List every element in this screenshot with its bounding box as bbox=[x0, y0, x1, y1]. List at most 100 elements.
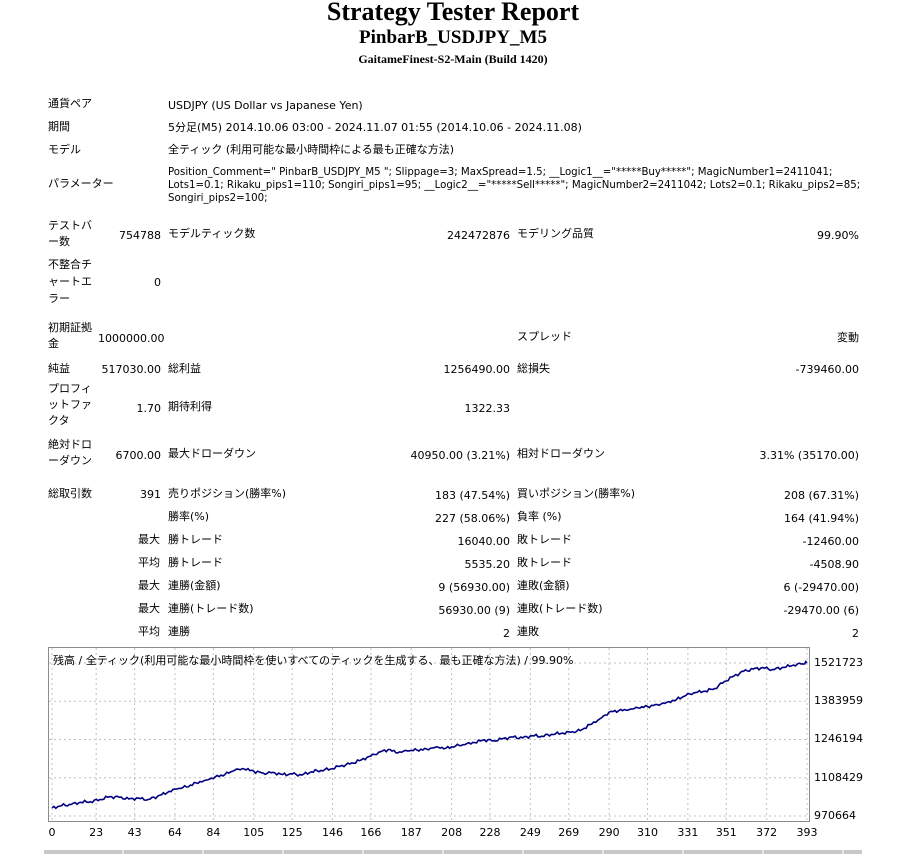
profit-trades-value: 227 (58.06%) bbox=[380, 512, 510, 525]
y-tick-label: 1246194 bbox=[814, 732, 863, 745]
server-name: GaitameFinest-S2-Main (Build 1420) bbox=[0, 52, 906, 67]
largest-profit-label: 勝トレード bbox=[168, 533, 223, 546]
expected-payoff-label: 期待利得 bbox=[168, 400, 212, 413]
params-value: Position_Comment=" PinbarB_USDJPY_M5 "; … bbox=[168, 166, 862, 205]
symbol-value: USDJPY (US Dollar vs Japanese Yen) bbox=[168, 99, 363, 112]
x-tick-label: 208 bbox=[441, 826, 462, 839]
symbol-label: 通貨ペア bbox=[48, 97, 92, 110]
largest-loss-label: 敗トレード bbox=[517, 533, 572, 546]
cons-losses-count-value: -29470.00 (6) bbox=[730, 604, 859, 617]
bars-value: 754788 bbox=[98, 229, 161, 242]
x-tick-label: 351 bbox=[716, 826, 737, 839]
x-tick-label: 249 bbox=[520, 826, 541, 839]
x-tick-label: 43 bbox=[128, 826, 142, 839]
x-tick-label: 166 bbox=[360, 826, 381, 839]
largest-profit-value: 16040.00 bbox=[380, 535, 510, 548]
x-tick-label: 146 bbox=[322, 826, 343, 839]
net-profit-value: 517030.00 bbox=[98, 363, 161, 376]
avg-cons-losses-value: 2 bbox=[730, 627, 859, 640]
model-value: 全ティック (利用可能な最小時間枠による最も正確な方法) bbox=[168, 143, 454, 156]
cons-losses-amount-value: 6 (-29470.00) bbox=[730, 581, 859, 594]
long-positions-label: 買いポジション(勝率%) bbox=[517, 487, 635, 500]
cons-wins-amount-value: 9 (56930.00) bbox=[380, 581, 510, 594]
gross-loss-value: -739460.00 bbox=[730, 363, 859, 376]
cons-wins-count-value: 56930.00 (9) bbox=[380, 604, 510, 617]
chart-title: 残高 / 全ティック(利用可能な最小時間枠を使いすべてのティックを生成する、最も… bbox=[53, 652, 573, 668]
x-tick-label: 331 bbox=[677, 826, 698, 839]
relative-drawdown-value: 3.31% (35170.00) bbox=[730, 449, 859, 462]
gross-profit-value: 1256490.00 bbox=[380, 363, 510, 376]
period-value: 5分足(M5) 2014.10.06 03:00 - 2024.11.07 01… bbox=[168, 121, 582, 134]
period-label: 期間 bbox=[48, 120, 70, 133]
deposit-label: 初期証拠金 bbox=[48, 320, 96, 352]
total-trades-value: 391 bbox=[98, 488, 161, 501]
loss-trades-value: 164 (41.94%) bbox=[730, 512, 859, 525]
x-tick-label: 269 bbox=[558, 826, 579, 839]
maximal-drawdown-label: 最大ドローダウン bbox=[168, 447, 256, 460]
x-tick-label: 125 bbox=[282, 826, 303, 839]
gross-loss-label: 総損失 bbox=[517, 362, 550, 375]
x-tick-label: 393 bbox=[797, 826, 818, 839]
avg-cons-losses-label: 連敗 bbox=[517, 625, 539, 638]
max-consecutive-count-label: 最大 bbox=[110, 602, 160, 615]
x-tick-label: 310 bbox=[637, 826, 658, 839]
mismatch-label: 不整合チャートエラー bbox=[48, 256, 98, 307]
loss-trades-label: 負率 (%) bbox=[517, 510, 562, 523]
quality-value: 99.90% bbox=[730, 229, 859, 242]
cons-losses-count-label: 連敗(トレード数) bbox=[517, 602, 603, 615]
cons-losses-amount-label: 連敗(金額) bbox=[517, 579, 570, 592]
gross-profit-label: 総利益 bbox=[168, 362, 201, 375]
absolute-drawdown-value: 6700.00 bbox=[98, 449, 161, 462]
x-tick-label: 228 bbox=[480, 826, 501, 839]
x-tick-label: 290 bbox=[599, 826, 620, 839]
absolute-drawdown-label: 絶対ドローダウン bbox=[48, 437, 98, 469]
x-tick-label: 105 bbox=[243, 826, 264, 839]
mismatch-value: 0 bbox=[98, 276, 161, 289]
average-loss-label: 敗トレード bbox=[517, 556, 572, 569]
balance-chart-svg bbox=[49, 648, 809, 821]
x-tick-label: 187 bbox=[401, 826, 422, 839]
scrollbar[interactable] bbox=[44, 850, 862, 854]
x-tick-label: 0 bbox=[49, 826, 56, 839]
average-profit-value: 5535.20 bbox=[380, 558, 510, 571]
model-label: モデル bbox=[48, 143, 81, 156]
short-positions-label: 売りポジション(勝率%) bbox=[168, 487, 286, 500]
report-title: Strategy Tester Report bbox=[0, 0, 906, 27]
average-loss-value: -4508.90 bbox=[730, 558, 859, 571]
long-positions-value: 208 (67.31%) bbox=[730, 489, 859, 502]
y-tick-label: 1383959 bbox=[814, 694, 863, 707]
profit-factor-value: 1.70 bbox=[98, 402, 161, 415]
cons-wins-count-label: 連勝(トレード数) bbox=[168, 602, 254, 615]
bars-label: テストバー数 bbox=[48, 218, 96, 250]
x-tick-label: 372 bbox=[756, 826, 777, 839]
y-tick-label: 970664 bbox=[814, 809, 856, 822]
ticks-value: 242472876 bbox=[380, 229, 510, 242]
ticks-label: モデルティック数 bbox=[168, 227, 255, 240]
avg-cons-wins-value: 2 bbox=[380, 627, 510, 640]
cons-wins-amount-label: 連勝(金額) bbox=[168, 579, 221, 592]
profit-factor-label: プロフィットファクタ bbox=[48, 381, 98, 429]
average-consecutive-label: 平均 bbox=[110, 625, 160, 638]
total-trades-label: 総取引数 bbox=[48, 487, 92, 500]
average-label: 平均 bbox=[110, 556, 160, 569]
spread-label: スプレッド bbox=[517, 330, 572, 343]
params-label: パラメーター bbox=[48, 177, 114, 190]
x-tick-label: 23 bbox=[89, 826, 103, 839]
balance-chart: 残高 / 全ティック(利用可能な最小時間枠を使いすべてのティックを生成する、最も… bbox=[48, 647, 810, 822]
avg-cons-wins-label: 連勝 bbox=[168, 625, 190, 638]
report-subtitle: PinbarB_USDJPY_M5 bbox=[0, 27, 906, 49]
expected-payoff-value: 1322.33 bbox=[380, 402, 510, 415]
average-profit-label: 勝トレード bbox=[168, 556, 223, 569]
largest-label: 最大 bbox=[110, 533, 160, 546]
balance-line bbox=[52, 662, 807, 809]
y-tick-label: 1108429 bbox=[814, 771, 863, 784]
quality-label: モデリング品質 bbox=[517, 227, 594, 240]
maximal-drawdown-value: 40950.00 (3.21%) bbox=[380, 449, 510, 462]
deposit-value: 1000000.00 bbox=[98, 332, 161, 345]
largest-loss-value: -12460.00 bbox=[730, 535, 859, 548]
profit-trades-label: 勝率(%) bbox=[168, 510, 209, 523]
x-tick-label: 84 bbox=[206, 826, 220, 839]
relative-drawdown-label: 相対ドローダウン bbox=[517, 447, 605, 460]
short-positions-value: 183 (47.54%) bbox=[380, 489, 510, 502]
spread-value: 変動 bbox=[730, 331, 859, 344]
